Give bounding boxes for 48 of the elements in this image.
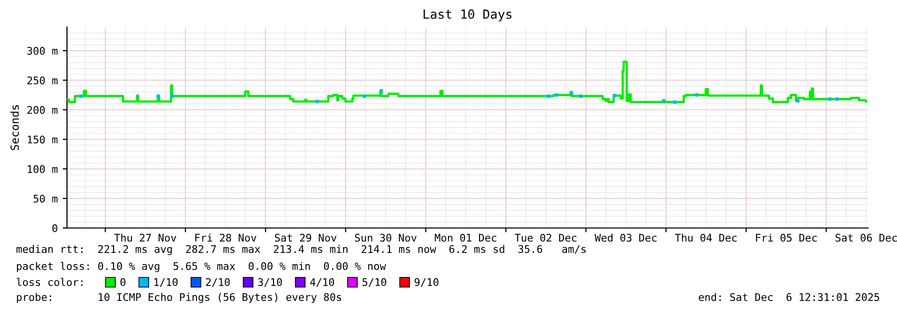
point: [316, 100, 320, 104]
x-tick-label: Sat 29 Nov: [274, 234, 336, 242]
x-tick-label: Thu 27 Nov: [114, 234, 176, 242]
x-tick-label: Sat 06 Dec: [836, 234, 897, 242]
text: median rtt: 221.2 ms avg 282.7 ms max 213.4 ms min 214.1 ms now 6.2 ms sd 35.6 am/s: [16, 244, 586, 256]
point: [380, 89, 384, 93]
y-tick-label: 0: [52, 224, 58, 232]
point: [570, 92, 574, 95]
point: [695, 93, 698, 97]
x-tick-label: Tue 02 Dec: [514, 234, 576, 242]
legend-label: 4/10: [310, 278, 334, 287]
legend-label: 5/10: [362, 278, 386, 287]
y-tick-label: 100 m: [28, 165, 58, 174]
legend-label: 9/10: [414, 278, 438, 287]
chart-title: Last 10 Days: [424, 9, 512, 22]
point: [578, 94, 582, 98]
point: [796, 99, 800, 103]
text: packet loss: 0.10 % avg 5.65 % max 0.00 % min 0.00 % now: [16, 262, 386, 272]
x-tick-label: Sun 30 Nov: [355, 234, 417, 242]
y-tick-label: 250 m: [27, 76, 58, 84]
point: [554, 93, 558, 97]
point: [170, 94, 174, 98]
x-tick-label: Thu 04 Dec: [674, 234, 737, 242]
x-tick-label: Wed 03 Dec: [594, 234, 656, 242]
text: end: Sat Dec 6 12:31:01 2025: [698, 292, 880, 302]
y-axis-title: Seconds: [10, 105, 19, 150]
x-tick-label: Mon 01 Dec: [434, 234, 496, 242]
legend-label: 2/10: [206, 278, 230, 287]
legend-label: 3/10: [258, 278, 282, 287]
x-tick-label: Fri 05 Dec: [756, 234, 817, 242]
y-tick-label: 50 m: [34, 194, 58, 203]
point: [546, 94, 550, 98]
legend-label: 0: [120, 278, 126, 286]
text: probe: 10 ICMP Echo Pings (56 Bytes) every 80s: [16, 292, 342, 304]
legend-label: 1/10: [154, 278, 178, 287]
legend-title: loss color:: [16, 278, 82, 286]
point: [79, 94, 83, 98]
point: [673, 100, 676, 104]
point: [828, 97, 832, 101]
point: [662, 99, 666, 103]
y-tick-label: 300 m: [27, 46, 58, 55]
x-tick-label: Fri 28 Nov: [195, 234, 256, 242]
y-tick-label: 150 m: [28, 136, 58, 144]
y-tick-label: 200 m: [27, 106, 58, 114]
point: [362, 94, 366, 98]
point: [835, 97, 839, 101]
point: [156, 94, 160, 98]
point: [612, 94, 616, 98]
